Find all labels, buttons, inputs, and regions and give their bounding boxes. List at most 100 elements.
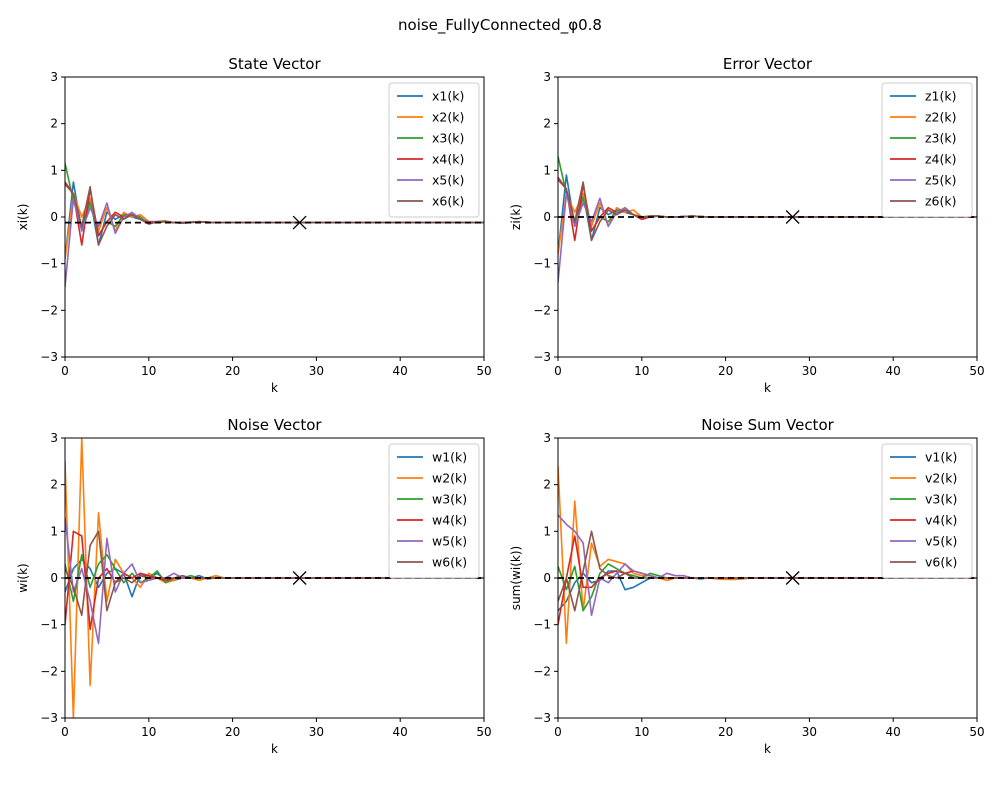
legend-label: z4(k) <box>925 152 957 167</box>
y-tick-label: −1 <box>533 257 551 271</box>
x-tick-label: 50 <box>476 725 491 739</box>
x-tick-label: 10 <box>634 725 649 739</box>
legend: z1(k) z2(k) z3(k) z4(k) z5(k) z6(k) <box>881 82 973 218</box>
legend-label: w1(k) <box>432 450 467 465</box>
legend-label: w5(k) <box>432 534 467 549</box>
y-tick-label: −3 <box>533 711 551 725</box>
x-tick-label: 20 <box>225 725 240 739</box>
legend-label: z6(k) <box>925 194 957 209</box>
legend-label: z2(k) <box>925 110 957 125</box>
x-tick-label: 50 <box>969 364 984 378</box>
y-tick-label: −1 <box>40 618 58 632</box>
marker-stroke-b <box>292 215 307 230</box>
y-tick-label: 0 <box>50 210 58 224</box>
x-axis-label: k <box>764 381 771 395</box>
y-tick-label: 3 <box>50 431 58 445</box>
legend: v1(k) v2(k) v3(k) v4(k) v5(k) v6(k) <box>881 443 973 579</box>
subplot-title: State Vector <box>228 55 321 73</box>
y-tick-label: −1 <box>40 257 58 271</box>
x-tick-label: 40 <box>886 725 901 739</box>
convergence-marker <box>785 571 800 585</box>
legend-label: x5(k) <box>432 173 464 188</box>
y-tick-label: −3 <box>40 711 58 725</box>
marker-stroke-b <box>785 571 800 585</box>
y-tick-label: 2 <box>50 117 58 131</box>
x-tick-label: 30 <box>309 364 324 378</box>
subplot-error-vector: Error Vector 0 10 20 30 40 50 −3 −2 −1 0 1 2 3 k zi(k) z… <box>509 55 985 395</box>
subplot-title: Noise Vector <box>227 416 322 434</box>
y-tick-label: 1 <box>543 524 551 538</box>
legend-label: w3(k) <box>432 492 467 507</box>
x-tick-label: 30 <box>802 364 817 378</box>
legend: w1(k) w2(k) w3(k) w4(k) w5(k) w6(k) <box>388 443 480 579</box>
y-tick-label: 2 <box>543 117 551 131</box>
subplot-state-vector: State Vector 0 10 20 30 40 50 −3 −2 −1 0 1 2 3 k xi(k) x… <box>16 55 492 395</box>
legend-label: w6(k) <box>432 555 467 570</box>
x-tick-label: 0 <box>554 725 562 739</box>
series-line-6 <box>65 183 484 246</box>
legend-label: v5(k) <box>925 534 957 549</box>
subplot-title: Noise Sum Vector <box>701 416 834 434</box>
legend-label: v3(k) <box>925 492 957 507</box>
y-axis-label: wi(k) <box>16 563 30 592</box>
x-axis-label: k <box>271 381 278 395</box>
legend-label: z5(k) <box>925 173 957 188</box>
y-axis-label: zi(k) <box>509 204 523 230</box>
series-lines <box>65 163 484 288</box>
x-tick-label: 0 <box>554 364 562 378</box>
legend-label: v4(k) <box>925 513 957 528</box>
y-tick-label: 0 <box>543 571 551 585</box>
x-tick-label: 10 <box>634 364 649 378</box>
y-tick-label: −3 <box>533 350 551 364</box>
figure-title: noise_FullyConnected_φ0.8 <box>398 16 602 35</box>
legend-label: v6(k) <box>925 555 957 570</box>
legend: x1(k) x2(k) x3(k) x4(k) x5(k) x6(k) <box>388 82 480 218</box>
y-tick-label: −2 <box>533 664 551 678</box>
legend-label: x6(k) <box>432 194 464 209</box>
legend-label: x2(k) <box>432 110 464 125</box>
x-tick-label: 20 <box>225 364 240 378</box>
x-tick-label: 10 <box>141 725 156 739</box>
legend-label: x3(k) <box>432 131 464 146</box>
x-tick-label: 40 <box>393 725 408 739</box>
x-tick-label: 30 <box>309 725 324 739</box>
x-tick-label: 50 <box>969 725 984 739</box>
marker-stroke-b <box>292 571 307 585</box>
legend-label: z3(k) <box>925 131 957 146</box>
legend-label: w4(k) <box>432 513 467 528</box>
subplot-title: Error Vector <box>723 55 813 73</box>
y-tick-label: −2 <box>533 303 551 317</box>
x-tick-label: 20 <box>718 725 733 739</box>
y-tick-label: −3 <box>40 350 58 364</box>
y-tick-label: 2 <box>543 478 551 492</box>
y-tick-label: 1 <box>50 524 58 538</box>
y-tick-label: 3 <box>543 70 551 84</box>
convergence-marker <box>292 215 307 230</box>
y-axis-label: sum(wi(k)) <box>509 546 523 610</box>
marker-stroke-b <box>785 210 800 224</box>
subplot-noise-vector: Noise Vector 0 10 20 30 40 50 −3 −2 −1 0 1 2 3 k wi(k) w… <box>16 416 492 756</box>
legend-label: v1(k) <box>925 450 957 465</box>
x-tick-label: 10 <box>141 364 156 378</box>
x-tick-label: 30 <box>802 725 817 739</box>
x-tick-label: 50 <box>476 364 491 378</box>
convergence-marker <box>785 210 800 224</box>
subplot-noise-sum-vector: Noise Sum Vector 0 10 20 30 40 50 −3 −2 −1 0 1 2 3 k su… <box>509 416 985 756</box>
x-tick-label: 0 <box>61 364 69 378</box>
y-tick-label: 0 <box>543 210 551 224</box>
legend-label: x4(k) <box>432 152 464 167</box>
x-tick-label: 40 <box>886 364 901 378</box>
convergence-marker <box>292 571 307 585</box>
legend-label: z1(k) <box>925 89 957 104</box>
x-axis-label: k <box>271 742 278 756</box>
y-tick-label: −2 <box>40 303 58 317</box>
y-tick-label: 2 <box>50 478 58 492</box>
legend-label: v2(k) <box>925 471 957 486</box>
y-tick-label: 1 <box>543 163 551 177</box>
x-axis-label: k <box>764 742 771 756</box>
legend-label: w2(k) <box>432 471 467 486</box>
y-tick-label: 3 <box>543 431 551 445</box>
y-tick-label: 3 <box>50 70 58 84</box>
